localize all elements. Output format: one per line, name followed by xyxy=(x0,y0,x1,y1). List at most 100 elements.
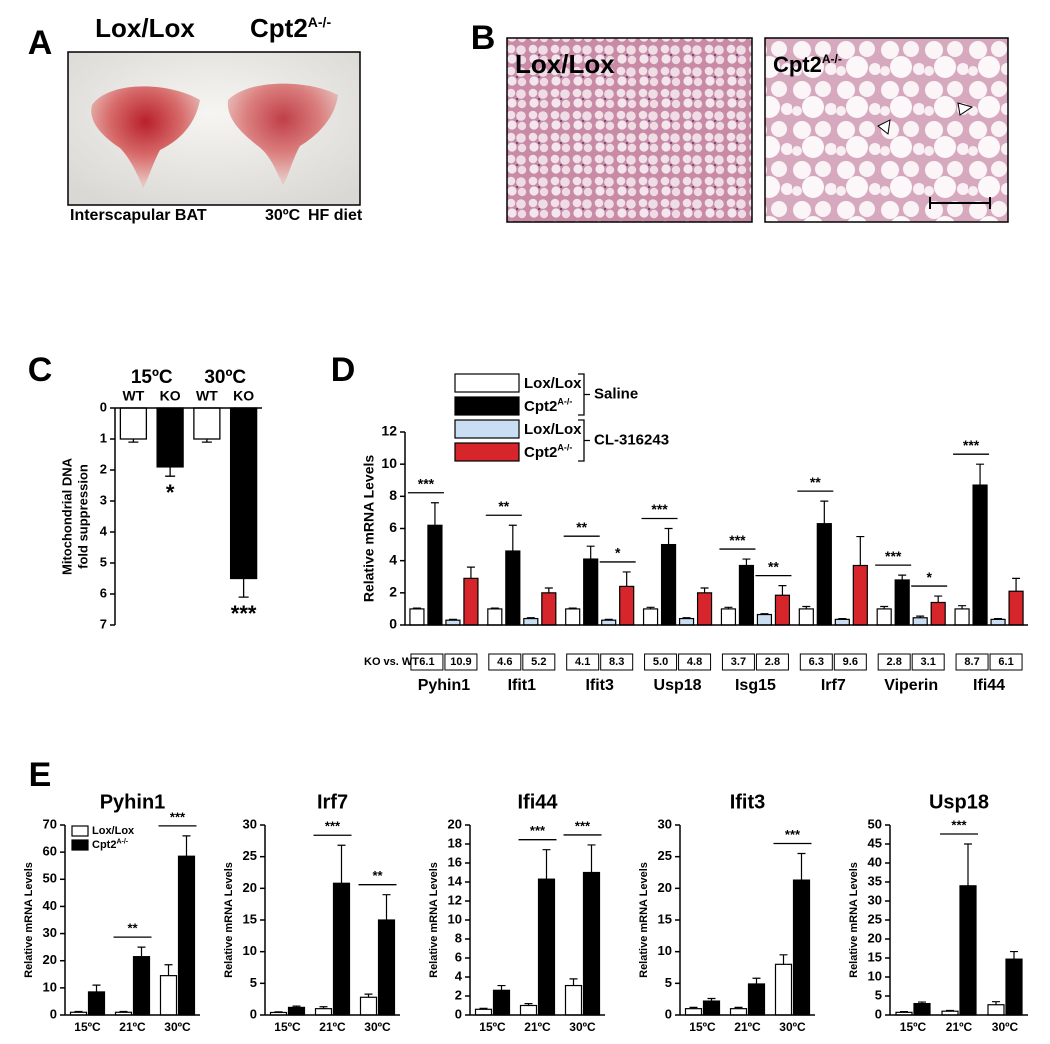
chart-title: Ifi44 xyxy=(517,791,558,813)
y-tick-label: 35 xyxy=(868,873,882,888)
error-bar xyxy=(524,1003,533,1006)
y-tick-label: 70 xyxy=(43,816,57,831)
fold-change: 8.3 xyxy=(609,656,624,668)
y-axis-label: Mitochondrial DNA xyxy=(59,457,74,575)
photo-label: Lox/Lox xyxy=(515,49,615,79)
y-tick-label: 12 xyxy=(381,423,397,439)
fold-change: 4.1 xyxy=(575,656,590,668)
y-tick-label: 20 xyxy=(448,816,462,831)
y-tick-label: 50 xyxy=(43,871,57,886)
y-tick-label: 2 xyxy=(100,461,107,476)
legend-swatch xyxy=(454,419,520,439)
photo-label: Cpt2A-/- xyxy=(773,52,842,77)
x-tick-label: Isg15 xyxy=(735,677,776,694)
y-tick-label: 20 xyxy=(43,952,57,967)
bar xyxy=(537,878,556,1016)
y-tick-label: 10 xyxy=(381,455,397,471)
y-tick-label: 30 xyxy=(868,892,882,907)
y-tick-label: 40 xyxy=(868,854,882,869)
x-tick-label: Pyhin1 xyxy=(418,677,471,694)
significance-label: *** xyxy=(951,817,967,832)
y-tick-label: 5 xyxy=(250,975,257,990)
bar xyxy=(505,550,521,626)
y-tick-label: 6 xyxy=(455,949,462,964)
y-tick-label: 5 xyxy=(100,554,107,569)
error-bar xyxy=(976,463,985,486)
y-axis-label: Relative mRNA Levels xyxy=(428,862,440,978)
bar xyxy=(852,564,868,626)
bar xyxy=(463,577,479,626)
y-tick-label: 15 xyxy=(868,949,882,964)
error-bar xyxy=(992,1001,1000,1005)
panel-label: D xyxy=(331,351,356,389)
y-tick-label: 30 xyxy=(243,816,257,831)
y-tick-label: 10 xyxy=(243,943,257,958)
x-tick-label: WT xyxy=(196,388,218,404)
bar xyxy=(87,991,106,1016)
bar xyxy=(684,1008,703,1016)
bar xyxy=(519,1004,538,1016)
y-tick-label: 10 xyxy=(43,979,57,994)
x-tick-label: 21ºC xyxy=(524,1020,551,1034)
photo-label-sup: A-/- xyxy=(822,52,842,66)
y-tick-label: 10 xyxy=(868,968,882,983)
bar xyxy=(377,919,396,1016)
fold-change: 6.3 xyxy=(809,656,824,668)
legend-label: Cpt2A-/- xyxy=(524,397,572,415)
y-tick-label: 10 xyxy=(658,943,672,958)
legend-swatch xyxy=(454,442,520,462)
error-bar xyxy=(916,615,925,618)
bar xyxy=(720,608,737,626)
bar xyxy=(834,618,850,626)
error-bar xyxy=(724,606,733,609)
significance-label: ** xyxy=(372,868,383,883)
error-bar xyxy=(880,605,889,609)
y-tick-label: 25 xyxy=(868,911,882,926)
x-tick-label: Ifit1 xyxy=(508,677,537,694)
significance-label: ** xyxy=(576,519,587,535)
bar xyxy=(930,601,946,626)
y-tick-label: 50 xyxy=(868,816,882,831)
x-tick-label: WT xyxy=(122,388,144,404)
y-tick-label: 8 xyxy=(389,487,397,503)
error-bar xyxy=(900,1010,908,1013)
fold-label: KO vs. WT xyxy=(364,656,419,668)
error-bar xyxy=(994,617,1003,620)
error-bar xyxy=(479,1007,488,1010)
error-bar xyxy=(1012,577,1021,592)
significance-label: *** xyxy=(170,809,186,824)
y-tick-label: 2 xyxy=(455,987,462,1002)
legend-label-base: Lox/Lox xyxy=(92,825,135,837)
error-bar xyxy=(319,1006,328,1009)
bar xyxy=(798,608,814,626)
error-bar xyxy=(238,578,249,598)
error-bar xyxy=(802,605,811,609)
y-tick-label: 5 xyxy=(665,975,672,990)
legend-label-base: Lox/Lox xyxy=(524,421,582,438)
error-bar xyxy=(542,849,551,880)
bar xyxy=(729,1008,748,1016)
error-bar xyxy=(664,527,673,545)
legend-group-label: Saline xyxy=(594,385,638,402)
bar xyxy=(487,608,503,626)
bar xyxy=(954,608,970,626)
bar xyxy=(642,608,659,626)
y-tick-label: 20 xyxy=(658,880,672,895)
fold-box xyxy=(600,653,634,671)
significance-label: *** xyxy=(418,475,435,491)
error-bar xyxy=(274,1011,283,1013)
legend-label: Lox/Lox xyxy=(524,421,582,438)
bar xyxy=(894,579,910,626)
bar xyxy=(912,617,928,626)
photo-label-base: Cpt2 xyxy=(773,52,822,77)
error-bar xyxy=(430,502,439,526)
error-bar xyxy=(707,997,716,1002)
bar xyxy=(774,594,791,626)
fold-box xyxy=(989,653,1023,671)
legend-label: Cpt2A-/- xyxy=(92,838,129,851)
error-bar xyxy=(119,1010,128,1013)
legend-label-base: Cpt2 xyxy=(524,398,557,415)
error-bar xyxy=(92,984,101,992)
fold-box xyxy=(522,653,556,671)
